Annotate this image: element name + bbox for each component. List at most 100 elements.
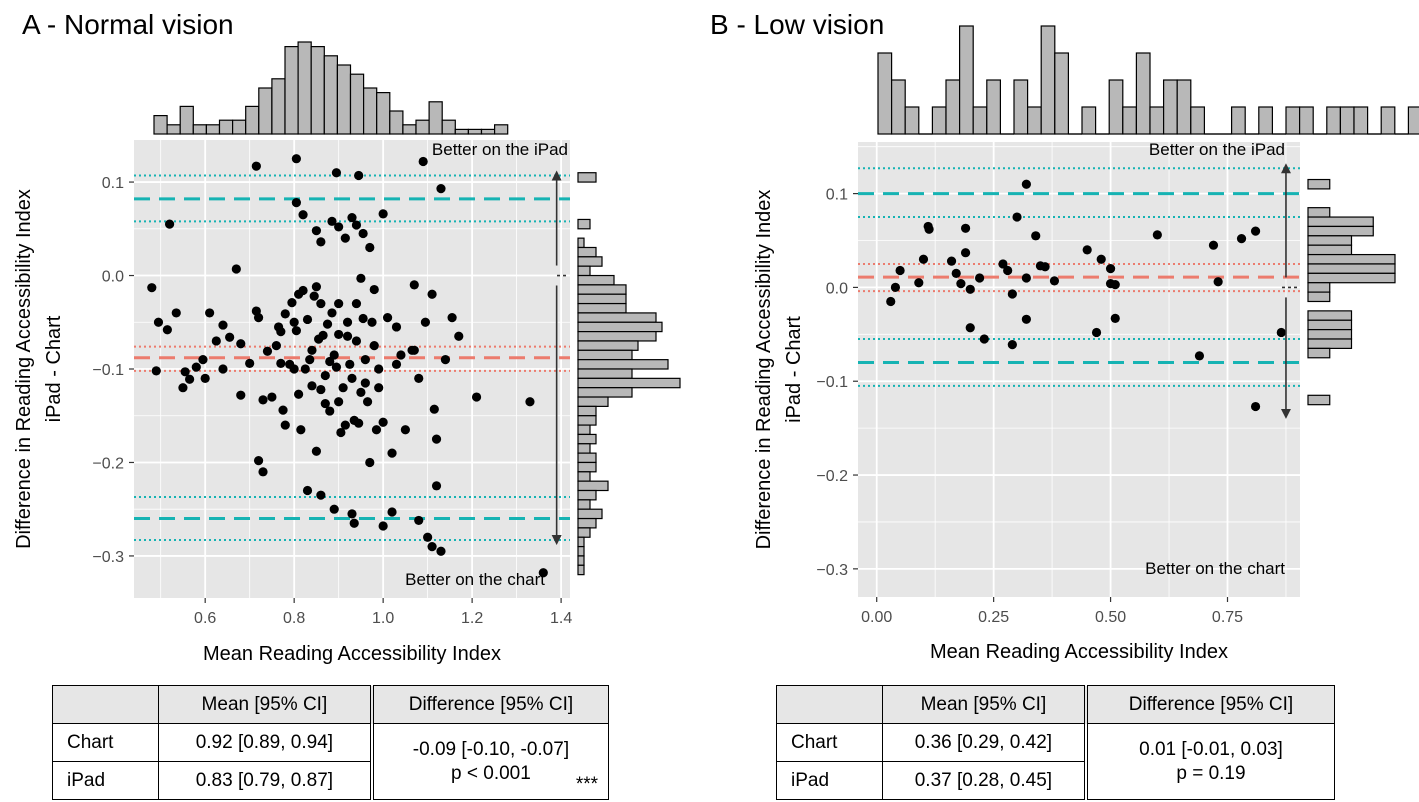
histogram-bar <box>577 424 591 436</box>
panel-low-vision: B - Low vision 0.00 0.25 0.50 0.75 0.1 0.0 −0.1… <box>710 9 1419 663</box>
histogram-bar <box>1307 253 1396 265</box>
histogram-bar <box>577 368 633 379</box>
data-point <box>340 420 350 430</box>
histogram-bar <box>494 124 509 135</box>
histogram-bar <box>192 124 208 135</box>
data-point <box>918 254 929 264</box>
histogram-bar <box>363 87 378 135</box>
histogram-bar <box>577 256 603 267</box>
data-point <box>205 308 215 318</box>
y-tick-label: −0.3 <box>92 549 124 566</box>
data-point <box>334 222 344 232</box>
histogram-bar <box>1026 106 1042 135</box>
histogram-bar <box>1307 329 1353 340</box>
histogram-bar <box>986 79 1001 135</box>
histogram-bar <box>577 172 597 183</box>
histogram-bar <box>179 105 194 135</box>
data-point <box>349 518 359 528</box>
plot-background <box>858 142 1300 597</box>
data-point <box>300 364 310 374</box>
histogram-bar <box>1307 338 1353 349</box>
data-point <box>271 341 281 351</box>
data-point <box>374 364 384 374</box>
data-point <box>365 242 375 253</box>
data-point <box>956 279 966 289</box>
histogram-bar <box>376 91 391 135</box>
histogram-bar <box>577 321 663 333</box>
y-tick-label: −0.3 <box>816 562 848 579</box>
data-point <box>429 404 439 414</box>
data-point <box>965 284 975 294</box>
data-point <box>287 298 297 308</box>
annotation-top: Better on the iPad <box>432 140 568 159</box>
mean-ipad: 0.83 [0.79, 0.87] <box>157 761 373 800</box>
header-blank <box>52 685 159 724</box>
histogram-bar <box>1054 52 1070 135</box>
data-point <box>975 273 985 283</box>
data-point <box>267 392 277 402</box>
mean-ipad: 0.37 [0.28, 0.45] <box>881 761 1087 800</box>
data-point <box>171 308 181 318</box>
data-point <box>1082 245 1092 255</box>
y-tick-label: −0.1 <box>816 374 848 391</box>
data-point <box>358 313 368 324</box>
data-point <box>358 228 368 239</box>
data-point <box>327 308 337 318</box>
y-tick-label: −0.2 <box>92 455 124 472</box>
data-point <box>414 373 424 383</box>
histogram-bar <box>577 461 597 473</box>
data-point <box>356 273 366 283</box>
y-axis-label: iPad - Chart <box>783 316 805 423</box>
data-point <box>302 485 313 496</box>
data-point <box>979 334 989 344</box>
data-point <box>890 282 901 293</box>
data-point <box>289 364 299 374</box>
histogram-bar <box>1407 106 1419 135</box>
data-point <box>185 374 195 384</box>
x-tick-label: 0.25 <box>978 609 1009 626</box>
histogram-bar <box>1326 106 1342 135</box>
mean-chart: 0.36 [0.29, 0.42] <box>881 723 1087 762</box>
data-point <box>309 291 319 301</box>
data-point <box>311 226 322 236</box>
histogram-bar <box>1307 225 1374 237</box>
histogram-bar <box>1135 52 1151 135</box>
stats-table-normal: Mean [95% CI] Difference [95% CI] Chart … <box>52 685 609 800</box>
data-point <box>436 546 446 556</box>
data-point <box>378 417 388 427</box>
histogram-bar <box>1108 79 1124 135</box>
panel-title: A - Normal vision <box>22 9 234 40</box>
y-tick-label: 0.0 <box>102 269 124 286</box>
annotation-bottom: Better on the chart <box>1145 559 1285 578</box>
data-point <box>162 325 172 335</box>
histogram-bar <box>1353 106 1369 135</box>
histogram-bar <box>402 124 417 135</box>
histogram-bar <box>577 517 597 529</box>
histogram-bar <box>890 79 906 135</box>
data-point <box>311 446 322 456</box>
data-point <box>318 330 328 340</box>
row-label-ipad: iPad <box>776 761 883 800</box>
data-point <box>347 212 357 223</box>
data-point <box>347 509 357 519</box>
data-point <box>331 362 342 372</box>
data-point <box>1007 340 1017 350</box>
data-point <box>322 319 333 329</box>
histogram-bar <box>577 564 585 576</box>
table-row: Chart 0.92 [0.89, 0.94] -0.09 [-0.10, -0… <box>52 723 609 800</box>
data-point <box>311 282 322 292</box>
data-point <box>316 237 326 247</box>
data-point <box>525 397 535 407</box>
data-point <box>895 265 905 276</box>
data-point <box>1194 351 1205 361</box>
histogram-bar <box>480 128 496 135</box>
data-point <box>198 355 208 365</box>
histogram-bar <box>1307 235 1353 246</box>
data-point <box>253 456 264 466</box>
histogram-bar <box>577 508 603 520</box>
data-point <box>471 392 482 402</box>
data-point <box>329 504 339 514</box>
row-label-chart: Chart <box>52 723 159 762</box>
data-point <box>280 420 290 430</box>
data-point <box>289 317 299 327</box>
